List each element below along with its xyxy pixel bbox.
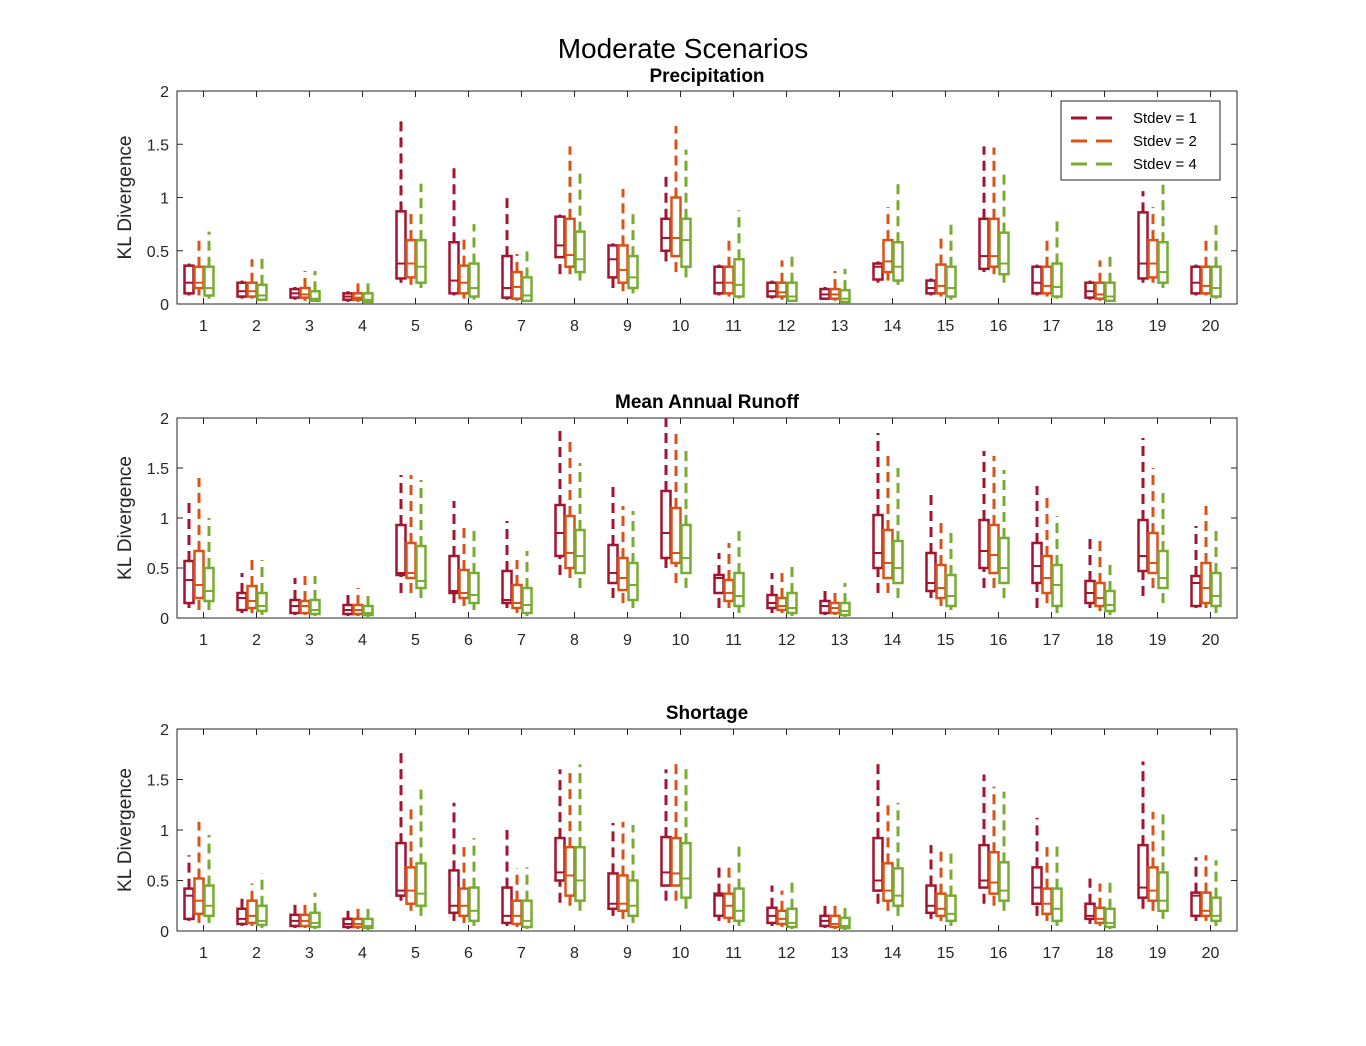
x-tick-label: 18: [1096, 945, 1114, 962]
y-tick-label: 0: [160, 924, 169, 941]
chart-title: Shortage: [666, 703, 748, 724]
y-tick-label: 2: [160, 411, 169, 428]
x-tick-label: 16: [990, 945, 1008, 962]
x-tick-label: 3: [305, 945, 314, 962]
y-tick-label: 2: [160, 84, 169, 101]
x-tick-label: 2: [252, 945, 261, 962]
x-tick-label: 10: [672, 945, 690, 962]
x-tick-label: 5: [411, 632, 420, 649]
x-tick-label: 4: [358, 945, 367, 962]
x-tick-label: 10: [672, 318, 690, 335]
x-tick-label: 4: [358, 318, 367, 335]
y-axis-label: KL Divergence: [115, 456, 136, 580]
y-tick-label: 2: [160, 722, 169, 739]
legend-label: Stdev = 1: [1133, 110, 1197, 127]
x-tick-label: 4: [358, 632, 367, 649]
y-tick-label: 0.5: [147, 244, 169, 261]
x-tick-label: 9: [623, 945, 632, 962]
chart-title: Mean Annual Runoff: [615, 392, 800, 413]
axes-box: [177, 729, 1237, 931]
x-tick-label: 19: [1149, 632, 1167, 649]
x-tick-label: 20: [1202, 318, 1220, 335]
x-tick-label: 3: [305, 318, 314, 335]
x-tick-label: 18: [1096, 632, 1114, 649]
x-tick-label: 6: [464, 632, 473, 649]
x-tick-label: 8: [570, 632, 579, 649]
x-tick-label: 9: [623, 318, 632, 335]
x-tick-label: 20: [1202, 945, 1220, 962]
y-axis-label: KL Divergence: [115, 136, 136, 260]
x-tick-label: 17: [1043, 632, 1061, 649]
x-tick-label: 12: [778, 945, 796, 962]
chart-panel-3: Shortage00.511.521 2 3 4 5 6 7 8 9 10 11 12 13 14 15 16…: [115, 703, 1237, 962]
y-tick-label: 0: [160, 611, 169, 628]
x-tick-label: 1: [199, 945, 208, 962]
legend-label: Stdev = 4: [1133, 156, 1197, 173]
x-tick-label: 6: [464, 318, 473, 335]
x-tick-label: 14: [884, 632, 902, 649]
x-tick-label: 18: [1096, 318, 1114, 335]
x-tick-label: 3: [305, 632, 314, 649]
x-tick-label: 6: [464, 945, 473, 962]
x-tick-label: 11: [725, 318, 742, 335]
x-tick-label: 15: [937, 632, 955, 649]
x-tick-label: 17: [1043, 945, 1061, 962]
x-tick-label: 8: [570, 318, 579, 335]
x-tick-label: 5: [411, 318, 420, 335]
x-tick-label: 16: [990, 318, 1008, 335]
x-tick-label: 9: [623, 632, 632, 649]
y-tick-label: 1: [160, 191, 169, 208]
x-tick-label: 11: [725, 632, 742, 649]
y-tick-label: 1.5: [147, 461, 169, 478]
x-tick-label: 8: [570, 945, 579, 962]
box-3-stdev-1: [291, 287, 300, 300]
x-tick-label: 15: [937, 318, 955, 335]
x-tick-label: 12: [778, 318, 796, 335]
legend-label: Stdev = 2: [1133, 133, 1197, 150]
x-tick-label: 2: [252, 318, 261, 335]
x-tick-label: 2: [252, 632, 261, 649]
y-axis-label: KL Divergence: [115, 768, 136, 892]
y-tick-label: 1.5: [147, 137, 169, 154]
y-tick-label: 0.5: [147, 561, 169, 578]
chart-panel-2: Mean Annual Runoff00.511.521 2 3 4 5 6 7 8 9 10 11…: [115, 392, 1237, 649]
x-tick-label: 7: [517, 945, 526, 962]
x-tick-label: 19: [1149, 318, 1167, 335]
x-tick-label: 12: [778, 632, 796, 649]
x-tick-label: 14: [884, 945, 902, 962]
legend: Stdev = 1 Stdev = 2 Stdev = 4: [1061, 101, 1220, 180]
y-tick-label: 1.5: [147, 773, 169, 790]
y-tick-label: 0: [160, 297, 169, 314]
x-tick-label: 7: [517, 632, 526, 649]
x-tick-label: 10: [672, 632, 690, 649]
y-tick-label: 0.5: [147, 874, 169, 891]
x-tick-label: 17: [1043, 318, 1061, 335]
x-tick-label: 7: [517, 318, 526, 335]
chart-title: Precipitation: [649, 66, 764, 87]
x-tick-label: 11: [725, 945, 742, 962]
y-tick-label: 1: [160, 511, 169, 528]
x-tick-label: 1: [199, 632, 208, 649]
x-tick-label: 13: [831, 318, 849, 335]
x-tick-label: 16: [990, 632, 1008, 649]
y-tick-label: 1: [160, 823, 169, 840]
x-tick-label: 15: [937, 945, 955, 962]
x-tick-label: 14: [884, 318, 902, 335]
x-tick-label: 1: [199, 318, 208, 335]
x-tick-label: 19: [1149, 945, 1167, 962]
x-tick-label: 13: [831, 632, 849, 649]
x-tick-label: 5: [411, 945, 420, 962]
axes-box: [177, 418, 1237, 618]
x-tick-label: 13: [831, 945, 849, 962]
x-tick-label: 20: [1202, 632, 1220, 649]
box-4-stdev-1: [344, 291, 353, 302]
